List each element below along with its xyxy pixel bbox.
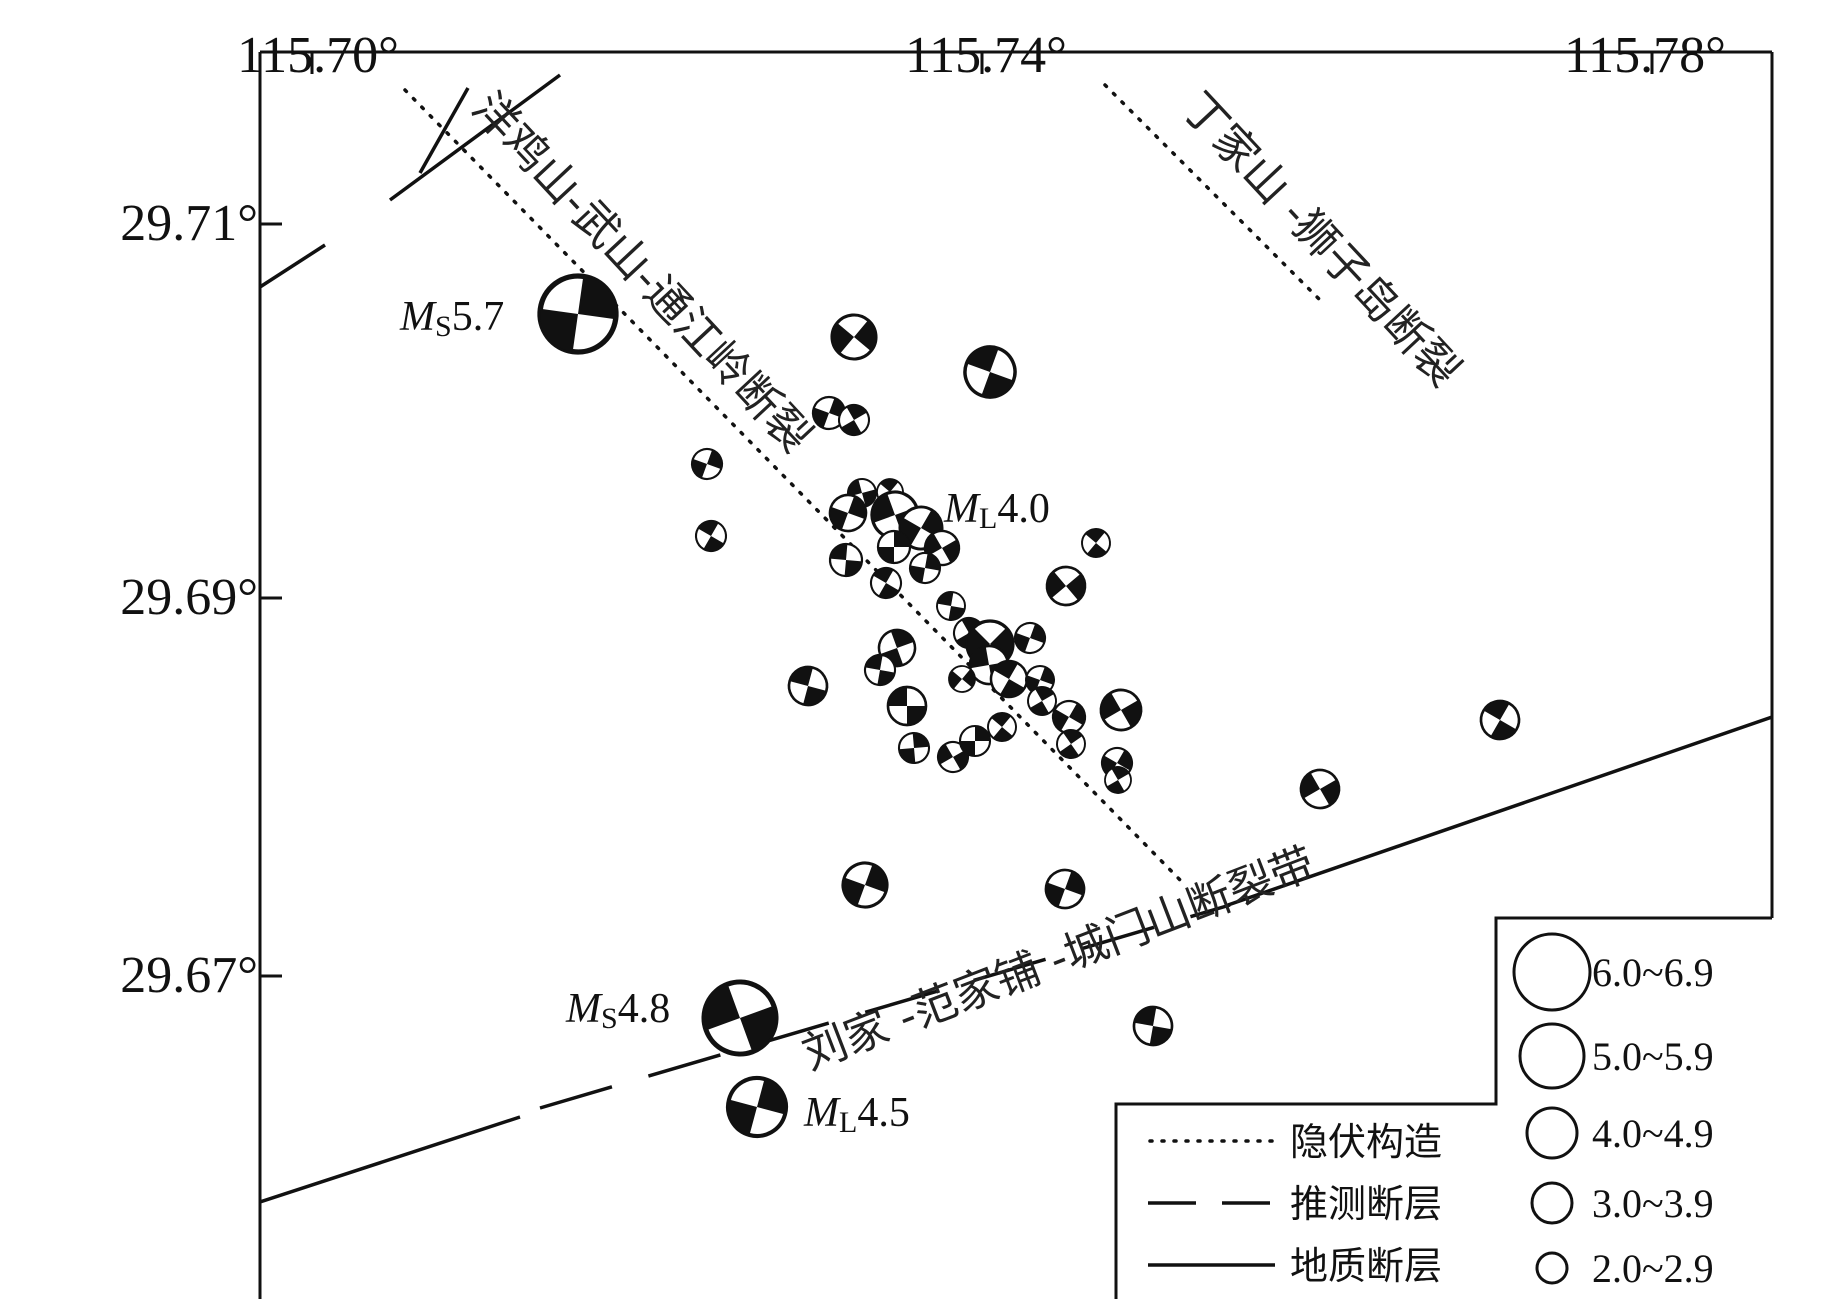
lon-tick-label: 115.70°	[237, 27, 399, 84]
legend-magnitude-range: 2.0~2.9	[1592, 1246, 1714, 1291]
focal-mechanism-beachball	[1474, 694, 1526, 746]
magnitude-label-ms48: MS4.8	[565, 986, 670, 1035]
geological-fault-line	[388, 73, 562, 202]
focal-mechanism-beachball	[837, 857, 893, 913]
focal-mechanism-beachball	[535, 271, 621, 357]
legend-box	[1114, 916, 1772, 1299]
map-frame	[258, 50, 1774, 1299]
focal-mechanism-beachball	[1041, 865, 1090, 914]
focal-mechanism-beachball	[691, 516, 732, 557]
focal-mechanism-beachball	[1131, 1004, 1175, 1048]
lat-tick-label: 29.69°	[120, 569, 258, 626]
lon-tick-label: 115.78°	[1564, 27, 1726, 84]
fault-label-dingjiashan: 丁家山 -狮子岛断裂	[1172, 83, 1470, 397]
fault-label-yangjishan: 洋鸡山-武山-通江岭断裂	[462, 83, 821, 463]
axis-ticks	[260, 52, 1654, 978]
lat-tick-label: 29.67°	[120, 947, 258, 1004]
legend-size-circle	[1518, 1022, 1586, 1090]
focal-mechanism-beachball	[1039, 559, 1093, 613]
legend-magnitude-range: 3.0~3.9	[1592, 1181, 1714, 1226]
focal-mechanism-beachball	[1052, 725, 1091, 764]
geological-fault-line	[260, 243, 326, 289]
legend-label-inferred: 推测断层	[1290, 1182, 1442, 1226]
focal-mechanism-beachball	[1094, 683, 1149, 738]
focal-mechanism-beachball	[721, 1071, 792, 1142]
focal-mechanism-beachball	[878, 531, 910, 563]
geological-fault-line	[1227, 715, 1772, 907]
legend-magnitude-range: 5.0~5.9	[1592, 1034, 1714, 1079]
legend-size-circle	[1512, 932, 1592, 1012]
lon-tick-label: 115.74°	[905, 27, 1067, 84]
focal-mechanism-beachball	[935, 590, 967, 622]
magnitude-label-ml45: ML4.5	[803, 1090, 910, 1139]
legend-magnitude-range: 6.0~6.9	[1592, 950, 1714, 995]
focal-mechanism-beachball	[960, 726, 990, 756]
lat-tick-label: 29.71°	[120, 195, 258, 252]
legend: 隐伏构造 推测断层 地质断层 6.0~6.9 5.0~5.9 4.0~4.9 3…	[1114, 916, 1772, 1299]
focal-mechanism-beachball	[1294, 763, 1346, 815]
focal-mechanism-beachball	[898, 732, 931, 765]
geological-fault-line	[260, 1115, 521, 1204]
focal-mechanism-beachball	[823, 306, 885, 368]
legend-label-concealed: 隐伏构造	[1290, 1120, 1442, 1164]
legend-label-geological: 地质断层	[1290, 1244, 1442, 1288]
focal-mechanism-beachball	[694, 972, 786, 1064]
inferred-fault-line	[539, 903, 1231, 1110]
geological-fault-line	[418, 87, 470, 174]
earthquake-events	[535, 271, 1526, 1142]
focal-mechanism-beachball	[785, 663, 832, 710]
legend-magnitude-range: 4.0~4.9	[1592, 1111, 1714, 1156]
legend-size-circle	[1535, 1251, 1569, 1285]
focal-mechanism-beachball	[829, 543, 864, 578]
legend-size-circle	[1525, 1106, 1579, 1160]
focal-mechanism-beachball	[1076, 523, 1115, 562]
focal-mechanism-beachball	[958, 340, 1022, 404]
focal-mechanism-beachball	[1011, 619, 1049, 657]
focal-mechanism-beachball	[888, 687, 926, 725]
magnitude-label-ms57: MS5.7	[399, 294, 504, 343]
concealed-structure-line	[1103, 83, 1322, 302]
focal-mechanism-beachball	[688, 445, 726, 483]
legend-size-circle	[1530, 1181, 1574, 1225]
concealed-structure-line	[403, 88, 1187, 887]
magnitude-label-ml40: ML4.0	[943, 486, 1050, 535]
